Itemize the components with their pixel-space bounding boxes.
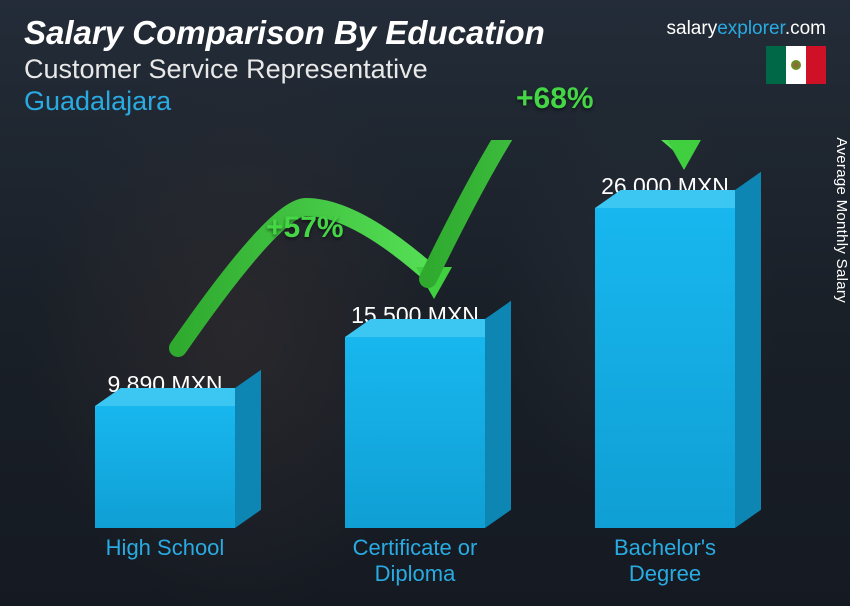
chart-location: Guadalajara bbox=[24, 86, 826, 117]
bar-column: 15,500 MXN bbox=[290, 302, 540, 528]
brand-suffix: .com bbox=[785, 18, 826, 39]
category-label: Certificate orDiploma bbox=[290, 535, 540, 586]
branding: salaryexplorer.com bbox=[667, 18, 826, 89]
bar-3d bbox=[345, 337, 485, 528]
bar-front bbox=[595, 208, 735, 528]
category-labels: High SchoolCertificate orDiplomaBachelor… bbox=[40, 535, 790, 586]
bar-column: 26,000 MXN bbox=[540, 173, 790, 528]
brand-text: salaryexplorer.com bbox=[667, 18, 826, 40]
bar-3d bbox=[95, 406, 235, 528]
category-label: High School bbox=[40, 535, 290, 586]
bar-chart: 9,890 MXN15,500 MXN26,000 MXN High Schoo… bbox=[40, 140, 790, 586]
mexico-flag-icon bbox=[766, 46, 826, 84]
bar-column: 9,890 MXN bbox=[40, 371, 290, 528]
increase-percent: +57% bbox=[266, 211, 344, 245]
category-label: Bachelor'sDegree bbox=[540, 535, 790, 586]
bar-front bbox=[95, 406, 235, 528]
bars-container: 9,890 MXN15,500 MXN26,000 MXN bbox=[40, 140, 790, 528]
bar-side bbox=[485, 301, 511, 528]
bar-3d bbox=[595, 208, 735, 528]
brand-accent: explorer bbox=[717, 18, 785, 39]
increase-percent: +68% bbox=[516, 82, 594, 116]
bar-front bbox=[345, 337, 485, 528]
brand-prefix: salary bbox=[667, 18, 718, 39]
bar-side bbox=[235, 370, 261, 528]
y-axis-label: Average Monthly Salary bbox=[834, 137, 850, 303]
bar-side bbox=[735, 172, 761, 528]
